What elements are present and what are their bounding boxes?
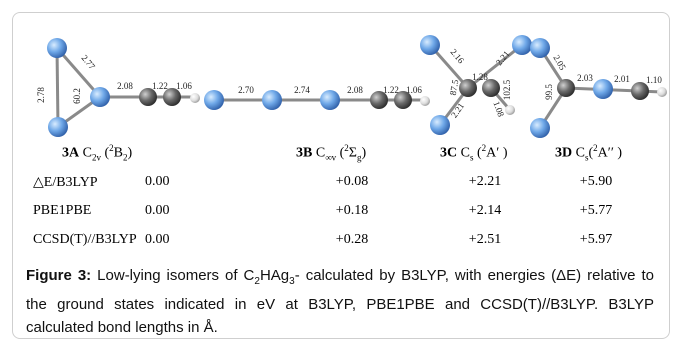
paren: ) bbox=[361, 146, 366, 161]
caption-text: HAg bbox=[260, 267, 289, 284]
bond-label: 2.70 bbox=[238, 85, 254, 95]
symmetry: C bbox=[316, 146, 325, 161]
caption: Figure 3: Low-lying isomers of C2HAg3- c… bbox=[26, 264, 654, 339]
row-label: PBE1PBE bbox=[33, 203, 91, 219]
bond-label: 2.21 bbox=[449, 101, 466, 120]
energy-value: 0.00 bbox=[145, 174, 170, 190]
symmetry: C bbox=[83, 146, 92, 161]
state: Σ bbox=[349, 146, 357, 161]
energy-value: 0.00 bbox=[145, 232, 170, 248]
angle-label: 102.5 bbox=[502, 79, 512, 100]
energy-value: +0.28 bbox=[336, 232, 368, 248]
isomer-label: 3D Cs(2A′′ ) bbox=[555, 143, 622, 162]
row-label: △E/B3LYP bbox=[33, 174, 98, 191]
bond-label: 1.10 bbox=[646, 75, 662, 85]
bond-label: 1.28 bbox=[472, 72, 488, 82]
state: A′′ bbox=[598, 146, 614, 161]
symmetry-sub: 2v bbox=[92, 152, 101, 162]
angle-label: 60.2 bbox=[72, 88, 82, 104]
energy-value: +2.51 bbox=[469, 232, 501, 248]
energy-value: 0.00 bbox=[145, 203, 170, 219]
symmetry: C bbox=[461, 146, 470, 161]
symmetry-sub: s bbox=[470, 152, 474, 162]
isomer-id: 3D bbox=[555, 146, 572, 161]
state: A′ bbox=[486, 146, 499, 161]
bond-label: 2.08 bbox=[117, 81, 133, 91]
isomer-label: 3B C∞v (2Σg) bbox=[296, 143, 366, 162]
angle-label: 87.5 bbox=[448, 78, 461, 96]
energy-value: +0.08 bbox=[336, 174, 368, 190]
isomer-id: 3C bbox=[440, 146, 457, 161]
bond-label: 2.03 bbox=[577, 73, 593, 83]
bond-label: 2.74 bbox=[294, 85, 310, 95]
isomer-label: 3A C2v (2B2) bbox=[62, 143, 132, 162]
bond-label: 2.01 bbox=[614, 74, 630, 84]
bond-label: 2.78 bbox=[36, 87, 46, 103]
paren: ) bbox=[503, 146, 508, 161]
bond-label: 2.16 bbox=[448, 47, 466, 66]
bond-label: 1.06 bbox=[406, 85, 422, 95]
state: B bbox=[114, 146, 123, 161]
energy-value: +5.77 bbox=[580, 203, 612, 219]
structures: 2.78 2.77 60.2 2.08 1.22 1.06 2.70 2.74 … bbox=[0, 0, 681, 260]
energy-value: +0.18 bbox=[336, 203, 368, 219]
bond-label: 1.22 bbox=[383, 85, 399, 95]
isomer-label: 3C Cs (2A′ ) bbox=[440, 143, 508, 162]
row-label: CCSD(T)//B3LYP bbox=[33, 232, 137, 248]
bond-label: 1.06 bbox=[176, 81, 192, 91]
bond-label: 2.08 bbox=[347, 85, 363, 95]
angle-label: 99.5 bbox=[544, 84, 554, 100]
paren: ) bbox=[617, 146, 622, 161]
bond-label: 2.77 bbox=[79, 53, 97, 72]
page: 2.78 2.77 60.2 2.08 1.22 1.06 2.70 2.74 … bbox=[0, 0, 681, 349]
symmetry: C bbox=[576, 146, 585, 161]
caption-text: Low-lying isomers of C bbox=[97, 267, 254, 284]
energy-value: +2.14 bbox=[469, 203, 501, 219]
paren: ) bbox=[127, 146, 132, 161]
bond-label: 1.22 bbox=[152, 81, 168, 91]
energy-value: +5.97 bbox=[580, 232, 612, 248]
energy-value: +5.90 bbox=[580, 174, 612, 190]
isomer-id: 3B bbox=[296, 146, 312, 161]
caption-label: Figure 3: bbox=[26, 267, 91, 284]
isomer-id: 3A bbox=[62, 146, 79, 161]
energy-value: +2.21 bbox=[469, 174, 501, 190]
symmetry-sub: ∞v bbox=[325, 152, 336, 162]
